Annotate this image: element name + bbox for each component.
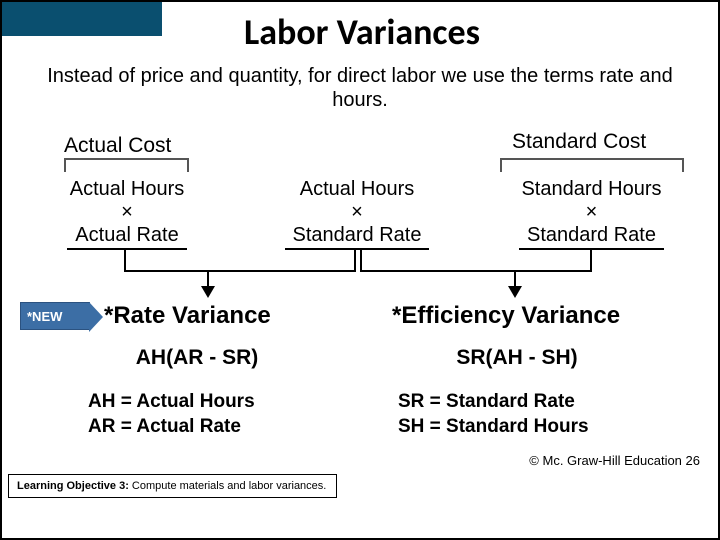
- slide-title: Labor Variances: [2, 10, 720, 54]
- lo-prefix: Learning Objective 3:: [17, 480, 132, 492]
- rate-variance-formula: AH(AR - SR): [102, 346, 292, 370]
- formula-column-1: Actual Hours × Actual Rate: [38, 178, 216, 250]
- legend-right: SR = Standard Rate SH = Standard Hours: [398, 390, 589, 439]
- formula-3-hours: Standard Hours: [494, 178, 689, 201]
- arrow-segment: [360, 270, 592, 272]
- slide-container: Labor Variances Instead of price and qua…: [0, 0, 720, 540]
- arrow-down-icon: [201, 286, 215, 298]
- formula-3-rate: Standard Rate: [494, 224, 689, 250]
- legend-ar: AR = Actual Rate: [88, 415, 255, 440]
- new-tag-text: *NEW: [27, 309, 62, 324]
- arrow-segment: [354, 250, 356, 270]
- formula-2-op: ×: [262, 201, 452, 224]
- arrow-segment: [124, 250, 126, 270]
- formula-2-rate: Standard Rate: [262, 224, 452, 250]
- formula-1-hours: Actual Hours: [38, 178, 216, 201]
- formula-column-3: Standard Hours × Standard Rate: [494, 178, 689, 250]
- slide-subtitle: Instead of price and quantity, for direc…: [32, 64, 688, 112]
- arrow-segment: [360, 250, 362, 270]
- legend-left: AH = Actual Hours AR = Actual Rate: [88, 390, 255, 439]
- actual-cost-bracket: [64, 158, 189, 172]
- formula-2-hours: Actual Hours: [262, 178, 452, 201]
- legend-sr: SR = Standard Rate: [398, 390, 589, 415]
- efficiency-variance-formula: SR(AH - SH): [422, 346, 612, 370]
- arrow-segment: [124, 270, 356, 272]
- copyright-text: © Mc. Graw-Hill Education 26: [529, 453, 700, 468]
- new-tag-arrow: *NEW: [20, 302, 90, 330]
- legend-ah: AH = Actual Hours: [88, 390, 255, 415]
- formula-3-op: ×: [494, 201, 689, 224]
- efficiency-variance-label: *Efficiency Variance: [392, 302, 620, 330]
- arrow-down-icon: [508, 286, 522, 298]
- formula-column-2: Actual Hours × Standard Rate: [262, 178, 452, 250]
- learning-objective-box: Learning Objective 3: Compute materials …: [8, 474, 337, 498]
- arrow-segment: [590, 250, 592, 270]
- formula-1-rate: Actual Rate: [38, 224, 216, 250]
- rate-variance-label: *Rate Variance: [104, 302, 271, 330]
- actual-cost-label: Actual Cost: [64, 134, 171, 158]
- standard-cost-bracket: [500, 158, 684, 172]
- formula-1-op: ×: [38, 201, 216, 224]
- standard-cost-label: Standard Cost: [512, 130, 646, 154]
- lo-text: Compute materials and labor variances.: [132, 480, 326, 492]
- legend-sh: SH = Standard Hours: [398, 415, 589, 440]
